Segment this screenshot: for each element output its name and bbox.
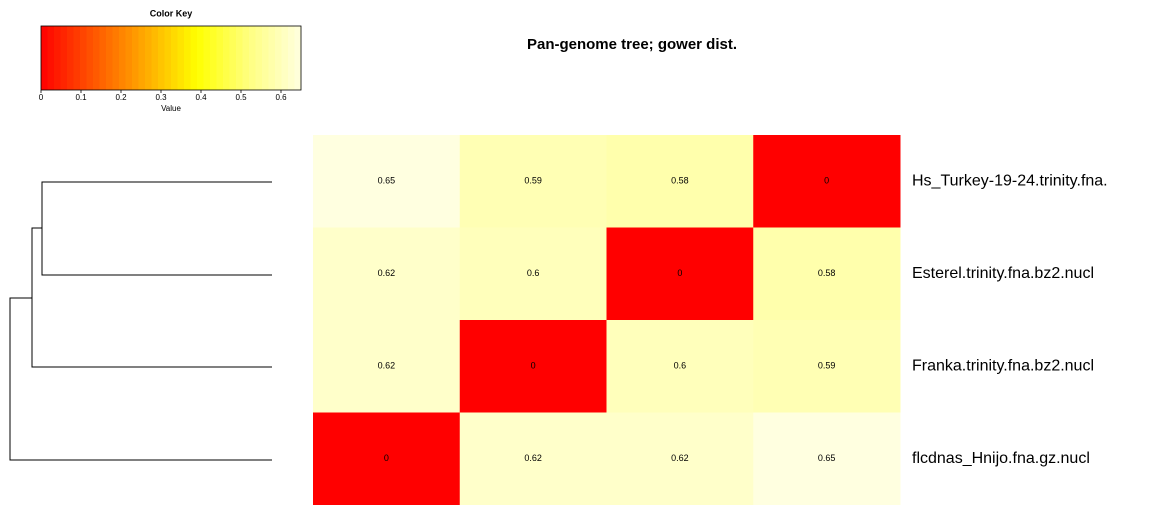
color-key-band bbox=[60, 26, 68, 90]
dendrogram bbox=[9, 181, 272, 461]
heatmap-cell bbox=[606, 412, 754, 505]
color-key-label: Value bbox=[161, 104, 181, 113]
color-key-band bbox=[171, 26, 178, 90]
cell-label: 0.58 bbox=[671, 176, 689, 186]
color-key-band bbox=[223, 26, 230, 90]
color-key-tick-label: 0.1 bbox=[75, 93, 87, 102]
color-key-band bbox=[164, 26, 172, 90]
cell-label: 0 bbox=[531, 361, 536, 371]
color-key-tick-label: 0.3 bbox=[155, 93, 167, 102]
color-key-band bbox=[112, 26, 120, 90]
color-key-tick-label: 0.5 bbox=[235, 93, 247, 102]
color-key-band bbox=[210, 26, 217, 90]
heatmap-cell bbox=[606, 135, 754, 228]
color-key-band bbox=[236, 26, 243, 90]
color-key-band bbox=[47, 26, 55, 90]
cell-label: 0 bbox=[824, 176, 829, 186]
cell-label: 0.6 bbox=[527, 268, 540, 278]
cell-label: 0.65 bbox=[818, 453, 836, 463]
cell-label: 0.62 bbox=[524, 453, 542, 463]
heatmap-cell bbox=[459, 320, 607, 413]
cell-label: 0 bbox=[677, 268, 682, 278]
color-key-band bbox=[268, 26, 276, 90]
color-key-band bbox=[242, 26, 250, 90]
heatmap-cell bbox=[313, 227, 461, 321]
color-key-band bbox=[249, 26, 256, 90]
color-key-band bbox=[138, 26, 146, 90]
heatmap-cell bbox=[459, 227, 607, 321]
color-key-band bbox=[73, 26, 81, 90]
color-key-tick-label: 0.4 bbox=[195, 93, 207, 102]
heatmap-cell bbox=[606, 320, 754, 413]
color-key-band bbox=[262, 26, 269, 90]
color-key-band bbox=[67, 26, 74, 90]
cell-label: 0.62 bbox=[378, 268, 396, 278]
color-key-band bbox=[197, 26, 204, 90]
color-key-band bbox=[275, 26, 282, 90]
chart-title: Pan-genome tree; gower dist. bbox=[527, 36, 737, 53]
color-key-band bbox=[99, 26, 107, 90]
row-label: Hs_Turkey-19-24.trinity.fna. bbox=[912, 172, 1108, 189]
heatmap-cell bbox=[313, 320, 461, 413]
heatmap-cell bbox=[459, 135, 607, 228]
color-key-band bbox=[80, 26, 87, 90]
heatmap-cell bbox=[753, 320, 901, 413]
color-key-band bbox=[93, 26, 100, 90]
color-key-band bbox=[86, 26, 94, 90]
color-key-frame bbox=[40, 25, 302, 91]
heatmap-cell bbox=[606, 227, 754, 321]
dendrogram-branch bbox=[31, 227, 272, 368]
heatmap-cell bbox=[313, 412, 461, 505]
row-label: flcdnas_Hnijo.fna.gz.nucl bbox=[912, 450, 1090, 467]
cell-label: 0.59 bbox=[524, 176, 542, 186]
cell-label: 0.62 bbox=[378, 361, 396, 371]
heatmap-cell bbox=[753, 227, 901, 321]
color-key-band bbox=[203, 26, 211, 90]
color-key-tick-label: 0.6 bbox=[275, 93, 287, 102]
color-key-title: Color Key bbox=[150, 8, 193, 18]
color-key-band bbox=[125, 26, 133, 90]
color-key-band bbox=[294, 26, 302, 90]
color-key-band bbox=[177, 26, 185, 90]
cell-label: 0.65 bbox=[378, 176, 396, 186]
color-key-band bbox=[132, 26, 139, 90]
color-key-band bbox=[106, 26, 113, 90]
color-key-band bbox=[151, 26, 159, 90]
cell-label: 0 bbox=[384, 453, 389, 463]
cell-label: 0.59 bbox=[818, 361, 836, 371]
color-key-band bbox=[216, 26, 224, 90]
cell-label: 0.6 bbox=[674, 361, 687, 371]
row-label: Esterel.trinity.fna.bz2.nucl bbox=[912, 265, 1094, 282]
heatmap-cell bbox=[459, 412, 607, 505]
cell-label: 0.62 bbox=[671, 453, 689, 463]
row-label: Franka.trinity.fna.bz2.nucl bbox=[912, 357, 1094, 374]
color-key-tick-label: 0.2 bbox=[115, 93, 127, 102]
color-key-tick-label: 0 bbox=[39, 93, 44, 102]
heatmap-cell bbox=[313, 135, 461, 228]
color-key-band bbox=[41, 26, 48, 90]
color-key-band bbox=[145, 26, 152, 90]
color-key-band bbox=[255, 26, 263, 90]
color-key-band bbox=[281, 26, 289, 90]
heatmap-cell bbox=[753, 135, 901, 228]
color-key-band bbox=[190, 26, 198, 90]
cell-label: 0.58 bbox=[818, 268, 836, 278]
color-key-band bbox=[288, 26, 295, 90]
color-key-band bbox=[54, 26, 61, 90]
color-key-band bbox=[229, 26, 237, 90]
heatmap-cell bbox=[753, 412, 901, 505]
color-key-band bbox=[158, 26, 165, 90]
color-key-band bbox=[184, 26, 191, 90]
dendrogram-branch bbox=[41, 181, 272, 276]
color-key-band bbox=[119, 26, 126, 90]
dendrogram-branch bbox=[9, 297, 272, 461]
